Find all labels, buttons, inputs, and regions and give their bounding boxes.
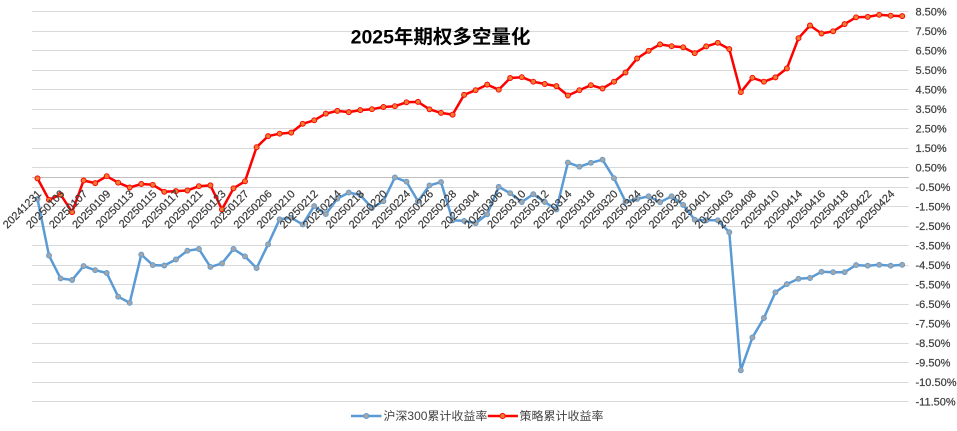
svg-text:-2.50%: -2.50% (916, 221, 951, 233)
svg-text:-7.50%: -7.50% (916, 319, 951, 331)
svg-text:-4.50%: -4.50% (916, 260, 951, 272)
svg-text:-8.50%: -8.50% (916, 338, 951, 350)
svg-text:5.50%: 5.50% (916, 65, 947, 77)
svg-text:-0.50%: -0.50% (916, 182, 951, 194)
svg-text:2025: 2025 (351, 27, 395, 49)
svg-text:-6.50%: -6.50% (916, 299, 951, 311)
svg-text:4.50%: 4.50% (916, 85, 947, 97)
svg-text:8.50%: 8.50% (916, 7, 947, 19)
svg-text:300: 300 (407, 409, 427, 423)
svg-text:-5.50%: -5.50% (916, 280, 951, 292)
svg-text:3.50%: 3.50% (916, 104, 947, 116)
svg-text:0.50%: 0.50% (916, 163, 947, 175)
svg-text:6.50%: 6.50% (916, 46, 947, 58)
svg-text:-9.50%: -9.50% (916, 358, 951, 370)
svg-text:-10.50%: -10.50% (916, 377, 957, 389)
svg-text:-11.50%: -11.50% (916, 397, 956, 409)
svg-text:-3.50%: -3.50% (916, 241, 951, 253)
svg-text:7.50%: 7.50% (916, 26, 947, 38)
svg-text:-1.50%: -1.50% (916, 202, 951, 214)
svg-text:1.50%: 1.50% (916, 143, 947, 155)
svg-text:2.50%: 2.50% (916, 124, 947, 136)
